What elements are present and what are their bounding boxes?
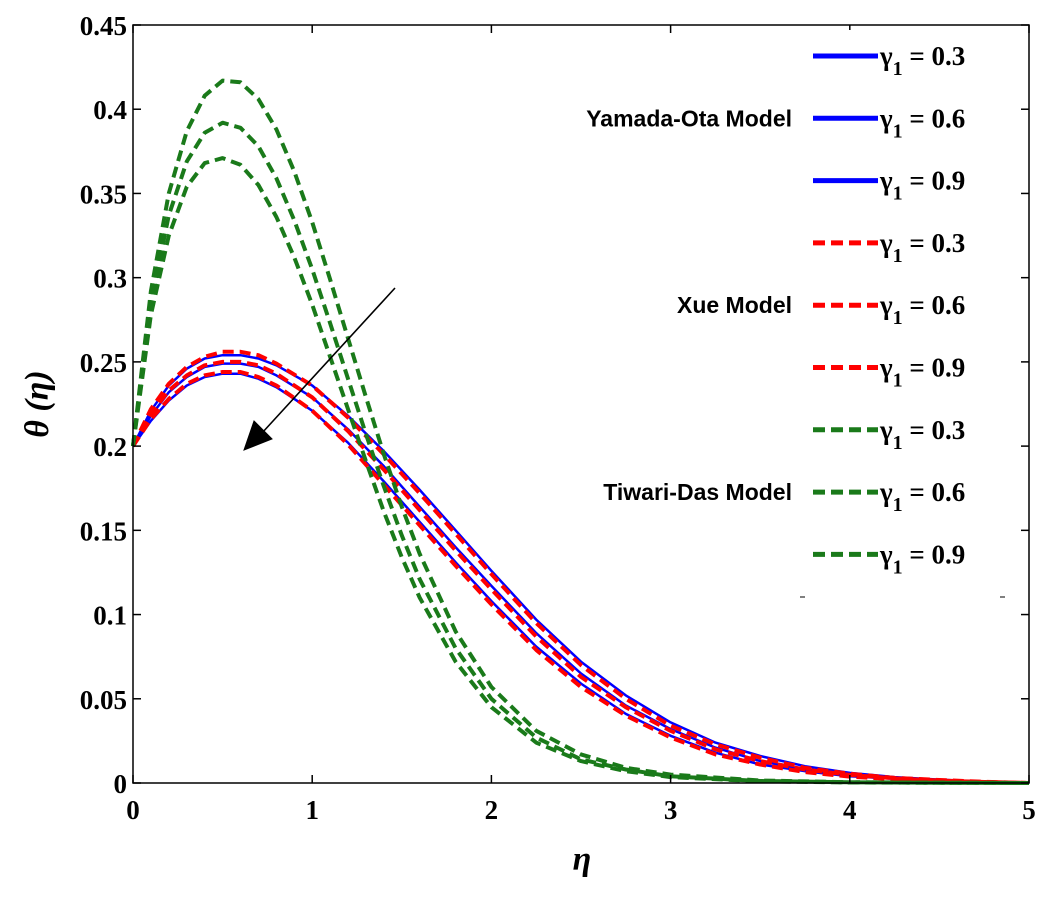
- x-tick-label: 2: [485, 795, 499, 825]
- legend-entry-label: γ1 = 0.9: [879, 353, 965, 392]
- y-tick-label: 0.35: [80, 179, 127, 209]
- y-axis-title: θ (η): [19, 370, 56, 437]
- y-tick-label: 0.2: [93, 432, 127, 462]
- x-tick-label: 5: [1022, 795, 1036, 825]
- y-tick-label: 0.1: [93, 601, 127, 631]
- legend-entry-label: γ1 = 0.9: [879, 166, 965, 205]
- legend: γ1 = 0.3 γ1 = 0.6 γ1 = 0.9 γ1 = 0.3 γ1 = 0.6…: [586, 30, 1005, 598]
- curves-layer: [131, 78, 1030, 785]
- ticks-layer: 0 1 2 3 4 5 0 0.05 0.1 0.15 0.2 0.25 0.3 0.35 0.4 0.45: [80, 11, 1036, 825]
- legend-group-label: Yamada-Ota Model: [586, 105, 792, 131]
- legend-group-label: Xue Model: [677, 292, 792, 318]
- y-tick-label: 0.45: [80, 11, 127, 41]
- x-tick-label: 4: [843, 795, 857, 825]
- legend-group-label: Tiwari-Das Model: [603, 479, 792, 505]
- trend-arrow-head: [243, 420, 273, 451]
- x-tick-label: 0: [126, 795, 140, 825]
- y-tick-label: 0.3: [93, 264, 127, 294]
- annotation-layer: [243, 287, 396, 451]
- legend-entry-label: γ1 = 0.6: [879, 103, 965, 142]
- series-line-8: [131, 120, 1030, 785]
- plot-frame: [132, 24, 1030, 784]
- x-axis-title: η: [573, 841, 592, 878]
- series-line-5: [131, 359, 1030, 785]
- x-tick-label: 1: [305, 795, 319, 825]
- trend-arrow-shaft: [261, 287, 396, 434]
- legend-entry-label: γ1 = 0.3: [879, 41, 965, 80]
- y-tick-label: 0: [114, 769, 128, 799]
- legend-entry-label: γ1 = 0.3: [879, 228, 965, 267]
- y-tick-label: 0.15: [80, 516, 127, 546]
- legend-entry-label: γ1 = 0.3: [879, 415, 965, 454]
- y-tick-label: 0.4: [93, 95, 127, 125]
- legend-entry-label: γ1 = 0.6: [879, 290, 965, 329]
- legend-entry-label: γ1 = 0.9: [879, 539, 965, 578]
- x-tick-label: 3: [664, 795, 678, 825]
- series-line-6: [131, 370, 1030, 785]
- y-tick-label: 0.25: [80, 348, 127, 378]
- legend-box: [800, 30, 1005, 598]
- y-tick-label: 0.05: [80, 685, 127, 715]
- legend-entry-label: γ1 = 0.6: [879, 477, 965, 516]
